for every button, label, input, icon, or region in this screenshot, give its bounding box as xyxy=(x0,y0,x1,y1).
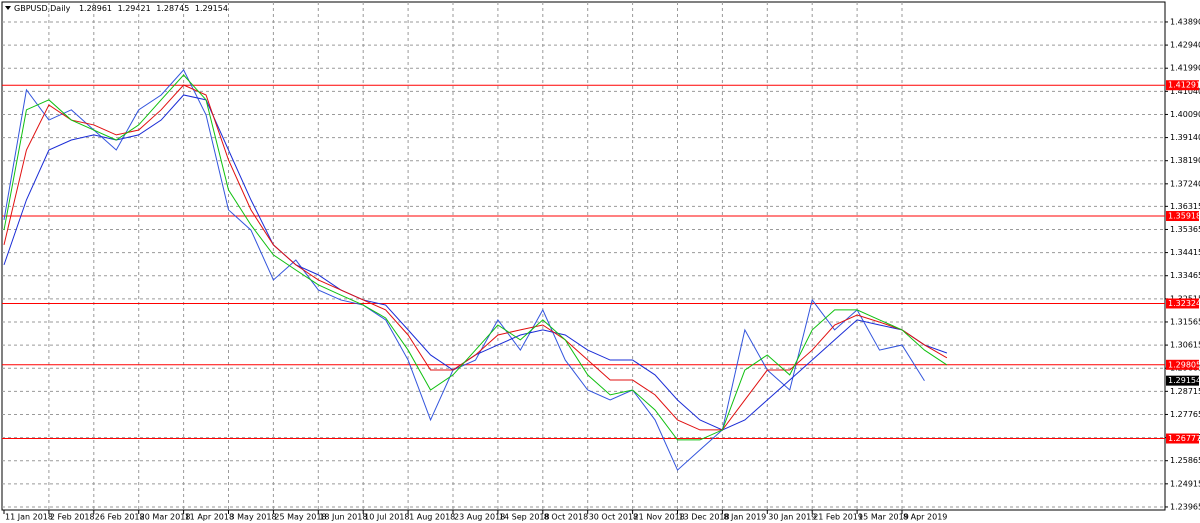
chart-title: GBPUSD,Daily xyxy=(14,4,71,13)
y-tick-label: 1.30615 xyxy=(1170,341,1200,350)
y-tick-label: 1.42940 xyxy=(1170,41,1200,50)
y-tick-label: 1.43890 xyxy=(1170,17,1200,26)
series-line xyxy=(3,69,925,471)
y-tick-label: 1.31565 xyxy=(1170,317,1200,326)
ohlc-value: 1.28745 xyxy=(156,4,189,13)
x-tick-label: 8 Apr 2019 xyxy=(903,513,947,522)
x-tick-label: 26 Feb 2018 xyxy=(95,513,145,522)
x-tick-label: 11 Jan 2018 xyxy=(5,513,53,522)
y-tick-label: 1.35365 xyxy=(1170,225,1200,234)
level-tag xyxy=(1166,359,1199,370)
x-tick-label: 30 Jan 2019 xyxy=(768,513,816,522)
level-tag xyxy=(1166,80,1199,91)
x-tick-label: 21 Nov 2018 xyxy=(634,513,685,522)
x-tick-label: 18 Jun 2018 xyxy=(319,513,367,522)
x-tick-label: 21 Feb 2019 xyxy=(813,513,863,522)
level-label: 1.26777 xyxy=(1168,434,1200,443)
y-tick-label: 1.41990 xyxy=(1170,64,1200,73)
last-price-tag xyxy=(1166,375,1199,386)
ohlc-value: 1.28961 xyxy=(79,4,112,13)
x-tick-label: 30 Oct 2018 xyxy=(589,513,638,522)
y-tick-label: 1.40090 xyxy=(1170,110,1200,119)
menu-arrow[interactable] xyxy=(5,6,11,10)
x-tick-label: 25 May 2018 xyxy=(274,513,326,522)
y-tick-label: 1.25865 xyxy=(1170,456,1200,465)
y-tick-label: 1.36315 xyxy=(1170,202,1200,211)
level-tag xyxy=(1166,211,1199,222)
y-tick-label: 1.28715 xyxy=(1170,387,1200,396)
level-label: 1.29805 xyxy=(1168,360,1200,369)
last-price-label: 1.29154 xyxy=(1168,376,1200,385)
level-tag xyxy=(1166,433,1199,444)
ohlc-value: 1.29421 xyxy=(118,4,151,13)
y-tick-label: 1.37240 xyxy=(1170,179,1200,188)
y-tick-label: 1.38190 xyxy=(1170,156,1200,165)
series-line xyxy=(3,74,948,441)
x-tick-label: 3 May 2018 xyxy=(230,513,277,522)
y-tick-label: 1.33465 xyxy=(1170,271,1200,280)
series-line xyxy=(3,84,948,431)
y-tick-label: 1.39140 xyxy=(1170,133,1200,142)
x-tick-label: 10 Jul 2018 xyxy=(364,513,409,522)
level-label: 1.35918 xyxy=(1168,212,1200,221)
y-tick-label: 1.23965 xyxy=(1170,502,1200,511)
x-tick-label: 11 Apr 2018 xyxy=(185,513,234,522)
chart-header: GBPUSD,Daily 1.28961 1.29421 1.28745 1.2… xyxy=(14,4,228,13)
level-label: 1.32324 xyxy=(1168,299,1200,308)
y-tick-label: 1.24915 xyxy=(1170,479,1200,488)
x-tick-label: 1 Aug 2018 xyxy=(409,513,455,522)
y-tick-label: 1.34415 xyxy=(1170,248,1200,257)
x-tick-label: 20 Mar 2018 xyxy=(140,513,191,522)
y-tick-label: 1.41040 xyxy=(1170,87,1200,96)
x-tick-label: 14 Sep 2018 xyxy=(499,513,550,522)
x-tick-label: 8 Jan 2019 xyxy=(723,513,766,522)
x-tick-label: 13 Dec 2018 xyxy=(679,513,730,522)
x-tick-label: 8 Oct 2018 xyxy=(544,513,588,522)
x-tick-label: 15 Mar 2019 xyxy=(858,513,909,522)
y-tick-label: 1.27765 xyxy=(1170,410,1200,419)
level-label: 1.41291 xyxy=(1168,81,1200,90)
plot-frame xyxy=(1,1,1166,511)
level-tag xyxy=(1166,298,1199,309)
ohlc-value: 1.29154 xyxy=(195,4,228,13)
x-tick-label: 2 Feb 2018 xyxy=(50,513,95,522)
x-tick-label: 23 Aug 2018 xyxy=(454,513,505,522)
